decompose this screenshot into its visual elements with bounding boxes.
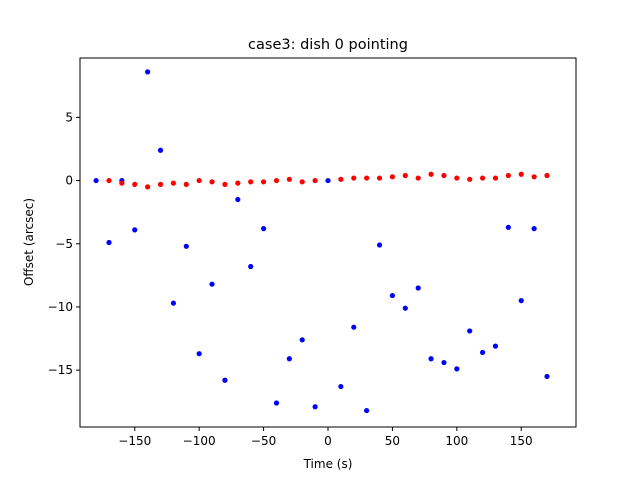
data-point-series-1-13 [273, 177, 280, 184]
data-point-series-1-25 [441, 172, 447, 179]
data-point-series-1-29 [492, 175, 499, 181]
data-point-series-1-8 [209, 179, 215, 185]
data-point-series-0-25 [415, 285, 421, 291]
data-point-series-1-24 [428, 171, 434, 177]
data-point-series-1-7 [196, 177, 202, 184]
data-point-series-0-3 [132, 227, 138, 233]
data-point-series-0-35 [544, 373, 550, 380]
plot-area-frame [79, 57, 577, 428]
data-point-series-1-1 [119, 180, 125, 186]
x-tick-label: 50 [385, 434, 400, 448]
x-tick-label: 0 [324, 434, 332, 448]
data-point-series-0-20 [351, 324, 357, 330]
data-point-series-0-22 [376, 242, 383, 248]
data-point-series-0-21 [364, 407, 370, 414]
x-axis-label: Time (s) [303, 457, 353, 471]
data-point-series-1-16 [312, 177, 318, 184]
data-point-series-1-3 [145, 184, 151, 190]
data-point-series-1-2 [132, 181, 138, 187]
data-point-series-0-27 [441, 359, 447, 366]
x-tick-label: 150 [510, 434, 533, 448]
data-point-series-0-14 [273, 400, 280, 406]
data-point-series-0-30 [480, 349, 486, 356]
data-point-series-0-10 [222, 377, 228, 383]
data-point-series-0-13 [260, 226, 267, 232]
data-point-series-0-26 [428, 356, 434, 362]
data-point-series-0-7 [183, 243, 189, 249]
data-point-series-0-34 [531, 226, 537, 232]
y-tick-label: 5 [65, 110, 73, 124]
data-point-series-1-9 [222, 181, 228, 187]
data-point-series-1-33 [544, 172, 550, 179]
data-point-series-0-32 [505, 224, 511, 230]
data-point-series-1-5 [170, 180, 176, 186]
data-point-series-0-12 [248, 263, 254, 270]
data-point-series-0-19 [338, 383, 344, 390]
data-point-series-0-0 [93, 177, 99, 184]
data-point-series-1-32 [531, 174, 537, 180]
y-tick-label: 0 [65, 174, 73, 188]
data-point-series-1-19 [364, 175, 370, 181]
data-point-series-0-9 [209, 281, 215, 287]
data-point-series-0-18 [325, 177, 331, 184]
data-point-series-0-17 [312, 404, 318, 410]
data-point-series-0-24 [402, 305, 408, 311]
chart-title: case3: dish 0 pointing [248, 37, 408, 53]
data-point-series-1-22 [402, 172, 408, 179]
y-tick-label: −10 [48, 300, 73, 314]
data-point-series-0-11 [235, 196, 241, 203]
data-point-series-1-30 [505, 172, 511, 179]
data-point-series-1-26 [454, 175, 460, 181]
x-tick-label: −100 [183, 434, 216, 448]
data-point-series-1-17 [338, 176, 344, 182]
data-point-series-0-15 [286, 356, 292, 362]
data-point-series-0-33 [518, 298, 524, 304]
data-point-series-1-4 [157, 181, 164, 187]
data-point-series-1-20 [376, 175, 383, 181]
y-tick-label: −5 [55, 237, 73, 251]
data-point-series-0-31 [492, 343, 499, 349]
data-point-series-1-10 [235, 180, 241, 186]
data-point-series-1-28 [480, 175, 486, 181]
x-tick-label: −50 [251, 434, 276, 448]
data-point-series-1-12 [260, 179, 267, 185]
data-point-series-0-5 [157, 147, 164, 153]
data-points [93, 69, 550, 414]
data-point-series-1-15 [299, 179, 305, 185]
data-point-series-0-23 [389, 292, 396, 299]
y-axis-label: Offset (arcsec) [22, 198, 36, 286]
data-point-series-0-29 [467, 328, 473, 334]
data-point-series-0-1 [106, 239, 112, 246]
data-point-series-1-14 [286, 176, 292, 182]
data-point-series-0-8 [196, 351, 202, 357]
data-point-series-1-11 [248, 179, 254, 185]
data-point-series-1-21 [389, 174, 396, 180]
data-point-series-1-27 [467, 176, 473, 182]
data-point-series-1-23 [415, 175, 421, 181]
data-point-series-1-0 [106, 177, 112, 184]
x-tick-label: −150 [118, 434, 151, 448]
data-point-series-1-31 [518, 171, 524, 177]
y-tick-label: −15 [48, 363, 73, 377]
data-point-series-1-18 [351, 175, 357, 181]
data-point-series-0-6 [170, 300, 176, 306]
data-point-series-0-4 [145, 69, 151, 75]
x-tick-label: 100 [445, 434, 468, 448]
data-point-series-1-6 [183, 181, 189, 187]
data-point-series-0-16 [299, 337, 305, 343]
data-point-series-0-28 [454, 366, 460, 372]
